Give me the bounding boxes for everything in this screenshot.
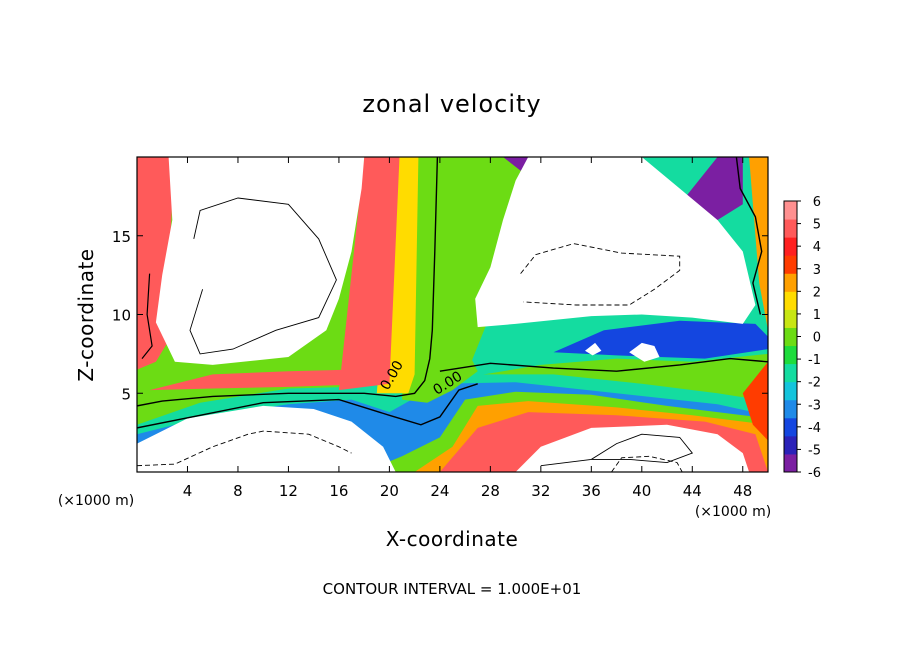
blank-lower-left [137,405,396,472]
colorbar-tick-label: -5 [808,443,821,458]
y-axis-title: Z-coordinate [74,248,98,381]
blank-gap-b [585,342,602,356]
x-tick-label: 32 [531,482,550,500]
colorbar-segment [784,309,797,328]
y-axis: 5 10 15 [112,228,768,403]
y-tick-label: 5 [121,385,131,403]
x-tick-label: 48 [733,482,752,500]
contour-pos-lower-right [540,433,694,467]
x-tick-label: 44 [683,482,702,500]
colorbar-segment [784,237,797,256]
colorbar-segment [784,399,797,419]
colorbar-segment [784,255,797,274]
y-tick-label: 15 [112,228,131,246]
x-tick-label: 40 [632,482,651,500]
x-axis: 4 8 12 16 20 24 28 32 36 40 44 48 [183,157,752,500]
colorbar-segment [784,381,797,401]
contour-interval-footer: CONTOUR INTERVAL = 1.000E+01 [323,580,582,598]
colorbar-tick-label: 6 [813,195,821,210]
colorbar-segment [784,291,797,310]
colorbar-segment [784,417,797,437]
field-column-red [338,157,400,391]
contour-neg-lower-left [137,430,352,467]
colorbar-tick-label: 3 [813,263,821,278]
blank-gap-a [629,342,660,362]
contour-neg-upper-right [520,243,681,306]
x-tick-label: 12 [279,482,298,500]
x-tick-label: 24 [430,482,449,500]
velocity-field [137,157,768,472]
x-unit-label-left: (×1000 m) [58,493,134,509]
x-unit-label-right: (×1000 m) [695,504,771,520]
colorbar-segment [784,363,797,383]
chart-title: zonal velocity [362,90,541,118]
x-tick-label: 36 [582,482,601,500]
colorbar-tick-label: 2 [813,285,821,300]
colorbar-tick-label: -1 [808,353,821,368]
colorbar-segment [784,327,797,347]
x-axis-title: X-coordinate [386,527,519,551]
colorbar-tick-label: -3 [808,398,821,413]
blank-lower-right [515,424,750,472]
contour-zero-column [137,157,439,407]
colorbar-tick-label: -6 [808,466,821,481]
colorbar-tick-label: -4 [808,421,821,436]
colorbar-tick-label: 0 [813,331,821,346]
blank-upper-right [475,157,756,328]
colorbar-tick-label: -2 [808,376,821,391]
colorbar-segment [784,219,797,238]
blank-upper-left [155,157,365,365]
field-right-edge-yellow [749,157,768,331]
field-upper-blue [553,320,768,359]
contour-zero-right-top [735,157,763,315]
colorbar-tick-label: 5 [813,218,821,233]
contour-pos-upper-left [189,197,337,355]
colorbar-segment [784,201,797,220]
colorbar-segment [784,273,797,292]
colorbar-segment [784,345,797,365]
colorbar-tick-label: 1 [813,308,821,323]
field-right-edge-orange [742,361,768,441]
colorbar: 6 5 4 3 2 1 0 -1 -2 -3 -4 -5 -6 [783,195,821,481]
x-tick-label: 16 [329,482,348,500]
colorbar-tick-label: 4 [813,240,821,255]
x-tick-label: 28 [481,482,500,500]
x-tick-label: 8 [233,482,243,500]
contour-neg-lower-right [611,455,683,472]
colorbar-segment [784,435,797,455]
contour-zero-left [141,273,153,359]
y-tick-label: 10 [112,307,131,325]
x-tick-label: 20 [380,482,399,500]
contour-zero-lower [137,383,478,429]
contour-zero-upper-band [439,357,768,372]
x-tick-label: 4 [183,482,193,500]
colorbar-segment [784,453,797,473]
field-column-green [402,157,478,403]
field-left-band-red [149,364,377,391]
